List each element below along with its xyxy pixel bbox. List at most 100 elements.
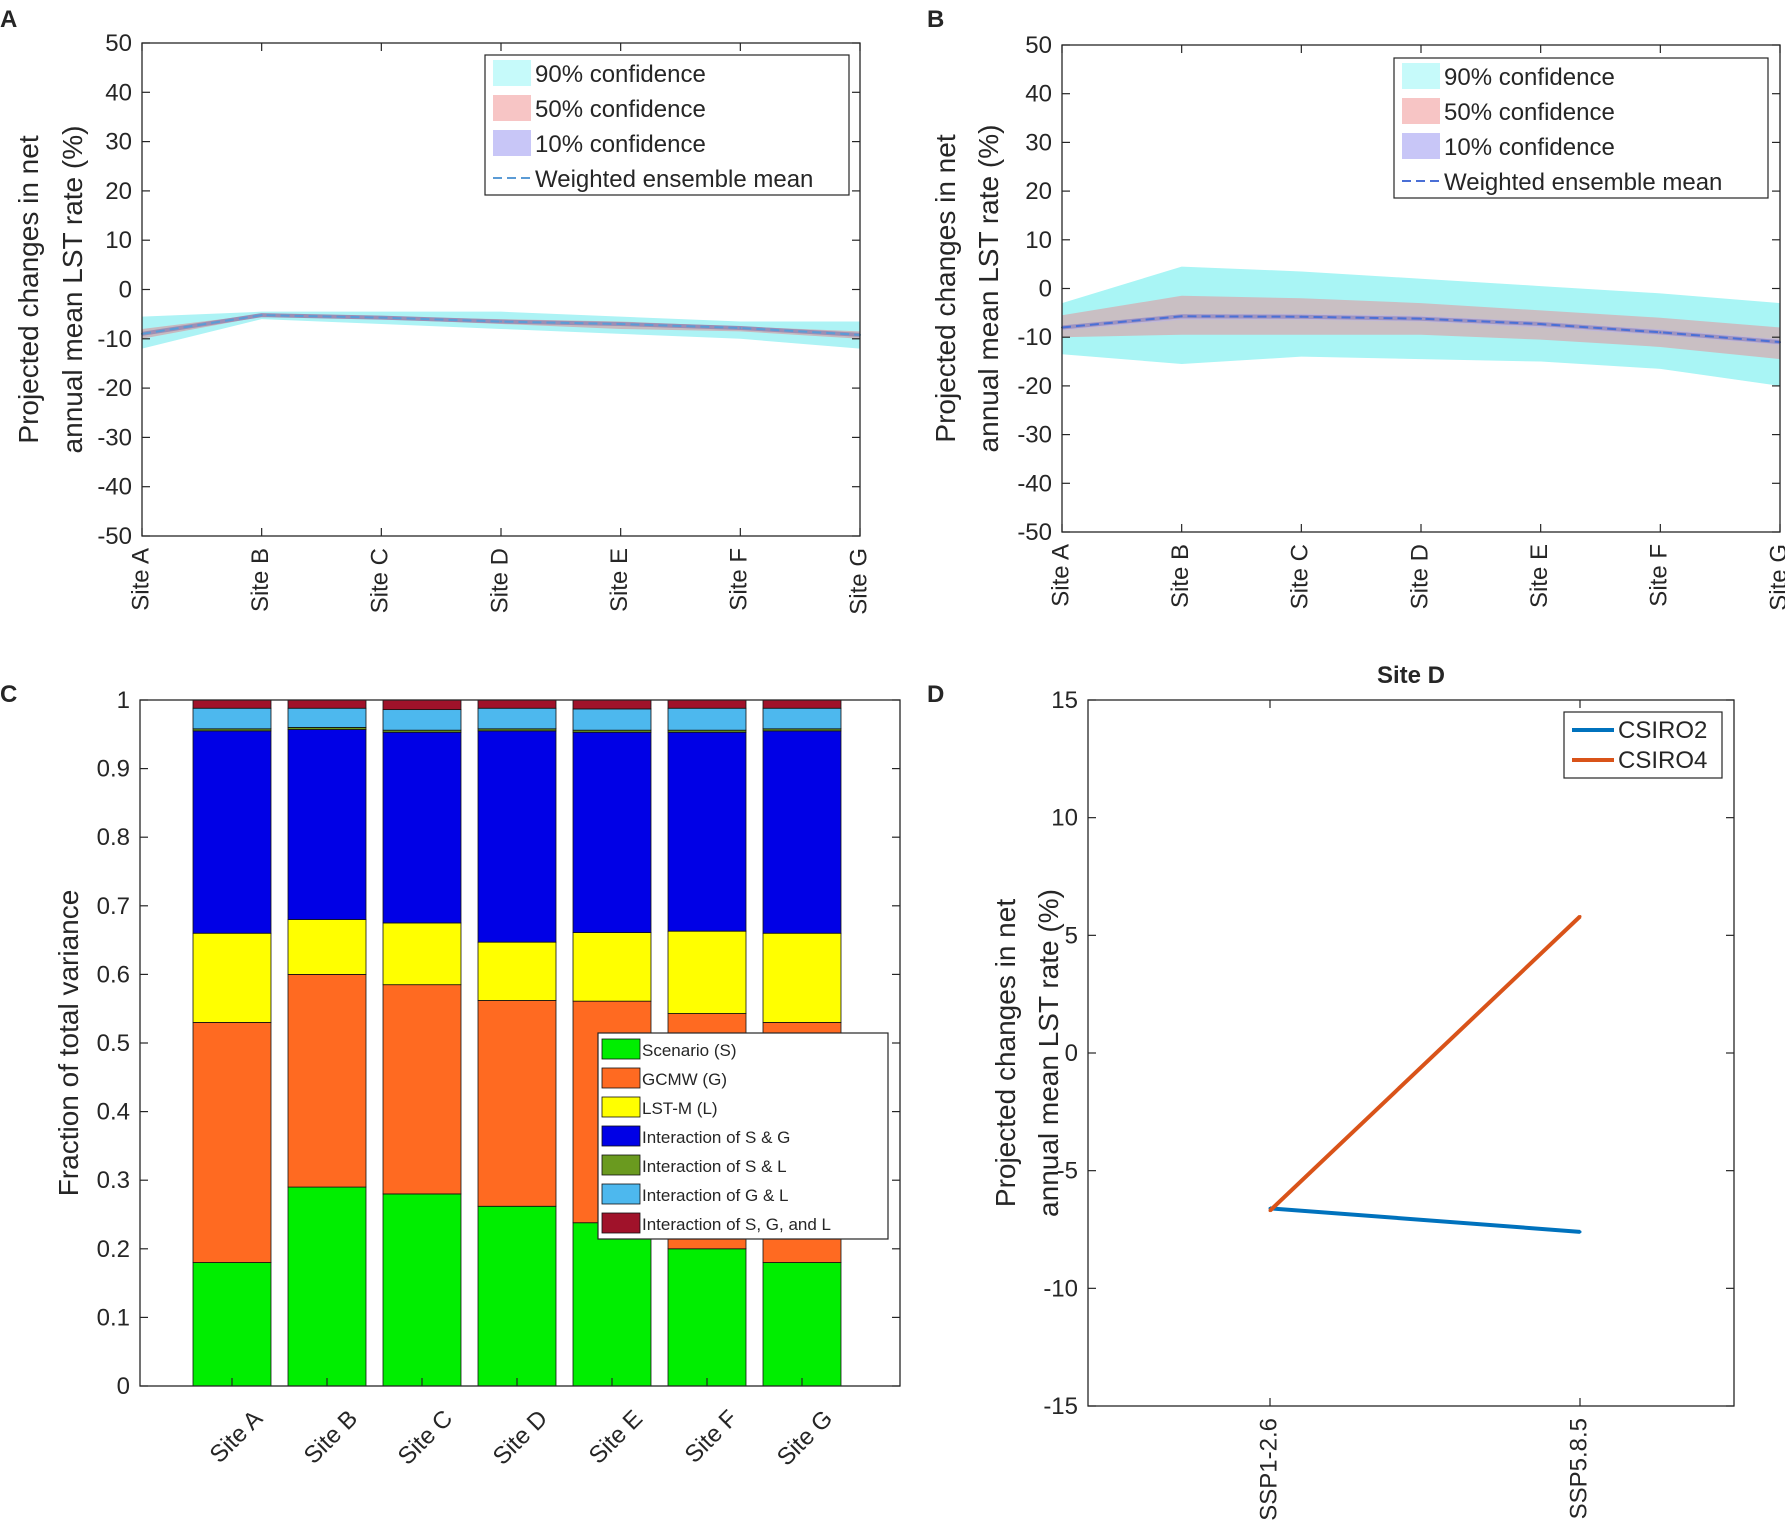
bar-segment [192,932,272,1023]
legend-mean-label: Weighted ensemble mean [1444,169,1722,196]
bar-segment [477,1205,557,1387]
y-tick-label: 0.1 [97,1304,130,1331]
series-line [1268,915,1582,1213]
chart-panel-a: -50 -40 -30 -20 -10 0 10 20 30 40 50 Site A Site B Si… [13,30,872,615]
legend-label: Scenario (S) [642,1041,736,1060]
bar-segment [382,709,462,731]
y-tick-label: 50 [1025,32,1052,59]
y-axis-label: Fraction of total variance [53,890,84,1197]
y-tick-label: 5 [1065,922,1078,949]
legend-mean-label: Weighted ensemble mean [535,166,813,193]
legend-50-confidence-label: 50% confidence [1444,99,1615,126]
y-tick-label: -30 [97,424,132,451]
bar-segment [572,1222,652,1387]
legend-label: LST-M (L) [642,1099,718,1118]
y-tick-label: 1 [117,687,130,714]
x-tick-label: Site A [127,548,154,611]
bar-segment [287,1186,367,1387]
ensemble-mean-point [500,320,502,323]
y-tick-label: 30 [1025,129,1052,156]
x-tick-label: Site D [488,1405,553,1470]
x-tick-label: Site C [1287,544,1314,609]
legend-90-confidence-label: 90% confidence [1444,64,1615,91]
ensemble-mean-point [260,314,263,317]
legend-label: Interaction of G & L [642,1186,788,1205]
y-tick-label: 50 [105,30,132,57]
y-tick-label: 0.2 [97,1236,130,1263]
y-tick-label: -10 [1017,324,1052,351]
legend-10-confidence-label: 10% confidence [1444,134,1615,161]
x-tick-label: Site A [205,1405,268,1468]
y-axis-label: annual mean LST rate (%) [1033,889,1064,1217]
y-axis-label: annual mean LST rate (%) [57,126,88,454]
ensemble-mean-point [1180,315,1183,318]
bar-segment [382,699,462,711]
y-tick-label: -40 [97,474,132,501]
chart-title: Site D [1377,662,1445,689]
plot-area [1088,700,1734,1406]
bar-segment [192,699,272,709]
bar-segment [382,984,462,1195]
y-tick-label: 30 [105,129,132,156]
y-axis-label: Projected changes in net [13,135,44,443]
legend-box [1563,711,1723,779]
y-tick-label: -50 [97,523,132,550]
bar-segment [667,699,747,709]
y-tick-label: 0 [1065,1040,1078,1067]
x-tick-label: Site G [845,548,872,615]
legend-swatch [601,1212,641,1234]
y-tick-label: 0 [117,1373,130,1400]
x-tick-label: Site B [1167,544,1194,608]
legend-90-confidence-swatch [493,60,531,86]
legend-swatch [601,1183,641,1205]
x-tick-label: Site F [1646,544,1673,607]
y-tick-label: 20 [105,178,132,205]
x-tick-label: Site G [1765,544,1785,611]
y-tick-label: 0.4 [97,1099,130,1126]
x-tick-label: Site B [299,1405,363,1469]
legend-swatch [601,1154,641,1176]
legend-10-confidence-swatch [493,130,531,156]
legend-90-confidence-swatch [1402,63,1440,89]
legend-box [484,54,850,196]
y-tick-label: -5 [1057,1158,1078,1185]
bar-segment [287,729,367,920]
ensemble-mean-point [1539,323,1542,326]
x-tick-label: Site E [584,1405,648,1469]
ensemble-mean-point [619,323,622,326]
bar-segment [572,699,652,710]
legend-label: CSIRO2 [1618,717,1707,744]
legend-label: Interaction of S, G, and L [642,1215,831,1234]
y-tick-label: -20 [1017,373,1052,400]
y-tick-label: -50 [1017,519,1052,546]
bar-segment [477,730,557,943]
panel-label-a: A [0,6,17,33]
legend-50-confidence-label: 50% confidence [535,96,706,123]
x-tick-label: Site D [1406,544,1433,609]
y-tick-label: -10 [1043,1275,1078,1302]
bar-segment [477,707,557,730]
y-tick-label: 15 [1051,687,1078,714]
y-tick-label: 0.5 [97,1030,130,1057]
legend-50-confidence-swatch [1402,98,1440,124]
bar-segment [192,730,272,934]
legend-swatch [601,1038,641,1060]
y-tick-label: 0 [119,277,132,304]
y-tick-label: 0 [1039,276,1052,303]
chart-panel-c: Site A Site B Site C Site D Site E Site F Site… [53,687,901,1471]
legend-50-confidence-swatch [493,95,531,121]
legend-swatch [601,1125,641,1147]
legend-swatch [601,1067,641,1089]
x-tick-label: Site B [247,548,274,612]
bar-segment [667,731,747,932]
y-tick-label: 0.7 [97,893,130,920]
x-tick-label: Site E [1526,544,1553,608]
legend-box [1393,57,1769,199]
bar-segment [477,941,557,1001]
ensemble-mean-point [739,326,742,329]
y-axis-label: annual mean LST rate (%) [973,125,1004,453]
panel-label-d: D [927,681,944,708]
x-tick-label: Site D [486,548,513,613]
panel-label-c: C [0,681,17,708]
